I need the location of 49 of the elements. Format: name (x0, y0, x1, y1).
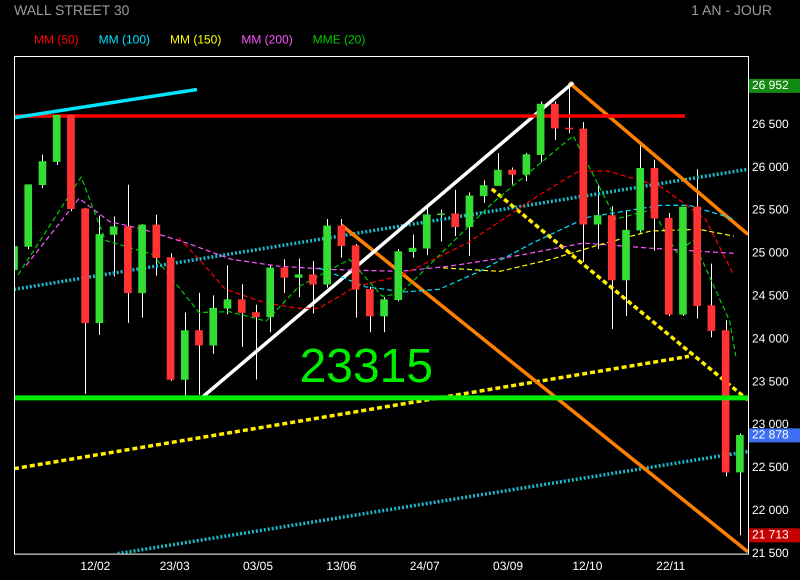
candlestick (594, 184, 602, 250)
y-tick-label: 24 000 (752, 331, 790, 346)
candlestick (252, 304, 260, 380)
y-tick-label: 23 500 (752, 374, 790, 388)
candlestick (494, 152, 502, 186)
x-tick-label: 22/11 (656, 559, 686, 574)
candlestick (280, 258, 288, 294)
y-tick-label: 21 500 (752, 546, 790, 560)
candlestick (294, 258, 302, 298)
x-tick-label: 12/10 (572, 559, 603, 574)
candlestick (380, 296, 388, 333)
line-series (178, 170, 734, 309)
candlestick (195, 292, 203, 396)
y-tick-label: 24 500 (752, 288, 790, 303)
candlestick (309, 260, 317, 314)
y-tick-label: 26 952 (752, 78, 790, 92)
text: MME (20) (312, 32, 366, 46)
text: MM (200) (241, 32, 293, 46)
candlestick (408, 234, 416, 258)
x-tick-label: 13/06 (326, 559, 357, 574)
chart-subtitle: 1 AN - JOUR (691, 2, 772, 18)
y-tick-label: 25 000 (752, 246, 790, 260)
candlestick (480, 180, 488, 204)
x-tick-label: 23/03 (160, 559, 190, 574)
y-tick-label: 25 500 (752, 202, 790, 217)
candlestick (437, 209, 445, 242)
candlestick (338, 218, 346, 258)
candlestick (224, 264, 232, 315)
line-series (442, 228, 734, 272)
y-tick-label: 26 500 (752, 116, 790, 131)
candlestick (38, 154, 46, 189)
candlestick (522, 152, 530, 182)
candlestick (451, 189, 460, 237)
text: MM (100) (98, 32, 150, 46)
chart-title: WALL STREET 30 (14, 2, 130, 18)
ref-line-label: 23315 (300, 340, 434, 394)
y-tick-label: 21 713 (752, 528, 790, 542)
candlestick (238, 284, 246, 348)
text: MM (150) (170, 32, 222, 46)
y-tick-label: 22 500 (752, 460, 790, 474)
y-tick-label: 22 000 (752, 503, 790, 518)
line-series (318, 204, 734, 293)
text: MM (50) (34, 32, 79, 46)
y-tick-label: 26 000 (752, 160, 790, 174)
x-tick-label: 03/05 (242, 559, 274, 574)
x-tick-label: 03/09 (493, 559, 524, 574)
x-tick-label: 12/02 (80, 559, 111, 574)
candlestick (110, 216, 118, 277)
x-tick-label: 24/07 (410, 559, 440, 574)
